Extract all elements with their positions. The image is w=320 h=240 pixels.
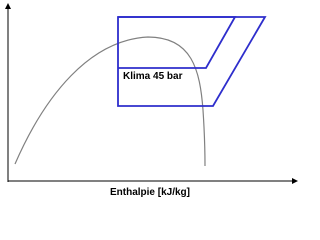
cycle-label: Klima 45 bar [123, 71, 183, 82]
x-axis-label: Enthalpie [kJ/kg] [110, 187, 190, 198]
cycle-inner [118, 16, 237, 69]
diagram: Klima 45 bar Enthalpie [kJ/kg] [5, 3, 298, 198]
cycle-outer [117, 16, 267, 107]
page: Klima 45 bar Enthalpie [kJ/kg] (() => { … [5, 3, 298, 198]
saturation-curve [14, 36, 206, 167]
